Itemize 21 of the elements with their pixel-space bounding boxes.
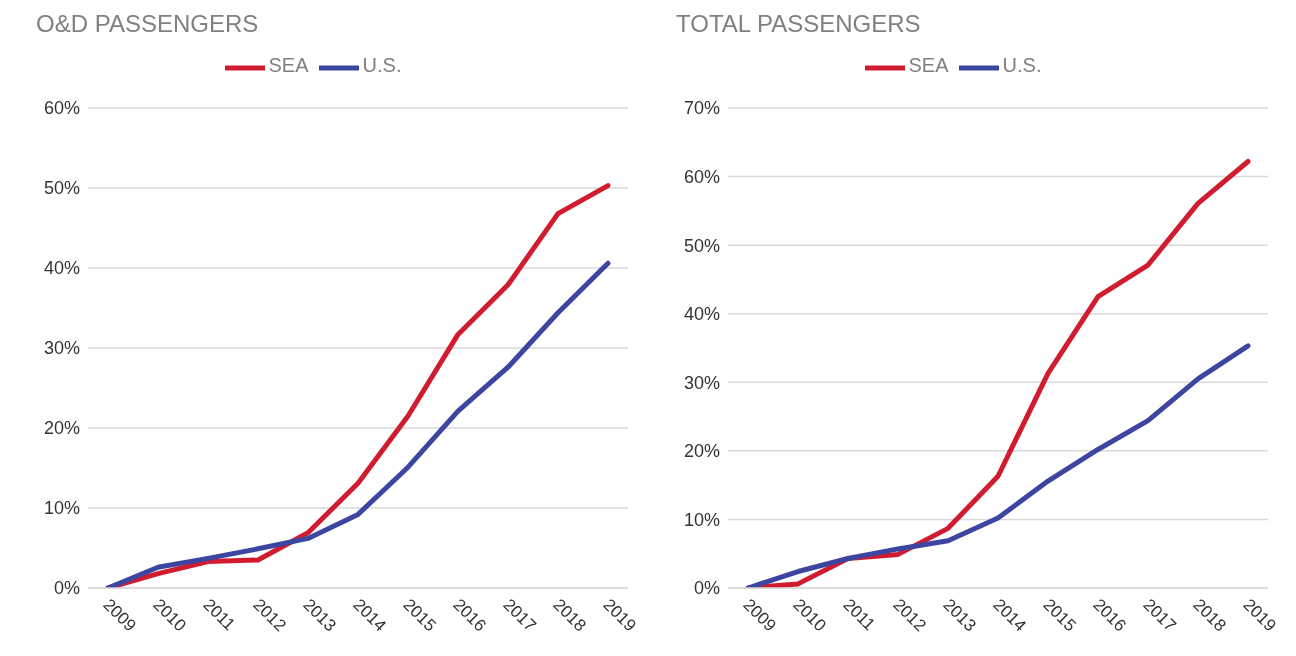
y-tick-label: 40% [43, 258, 80, 279]
legend-label: U.S. [1002, 54, 1042, 77]
y-tick-label: 60% [683, 166, 720, 187]
legend-label: SEA [908, 54, 949, 77]
y-tick-label: 50% [43, 178, 80, 199]
legend-label: SEA [268, 54, 309, 77]
chart-title: TOTAL PASSENGERS [676, 10, 921, 38]
y-tick-label: 50% [683, 235, 720, 256]
y-tick-label: 60% [43, 98, 80, 119]
y-tick-label: 0% [53, 578, 80, 599]
y-tick-label: 30% [43, 338, 80, 359]
y-tick-label: 0% [693, 578, 720, 599]
y-tick-label: 20% [683, 441, 720, 462]
y-tick-label: 70% [683, 98, 720, 119]
legend-label: U.S. [362, 54, 402, 77]
y-tick-label: 20% [43, 418, 80, 439]
y-tick-label: 10% [43, 498, 80, 519]
chart-title: O&D PASSENGERS [36, 10, 259, 38]
y-tick-label: 30% [683, 372, 720, 393]
y-tick-label: 40% [683, 304, 720, 325]
y-tick-label: 10% [683, 509, 720, 530]
